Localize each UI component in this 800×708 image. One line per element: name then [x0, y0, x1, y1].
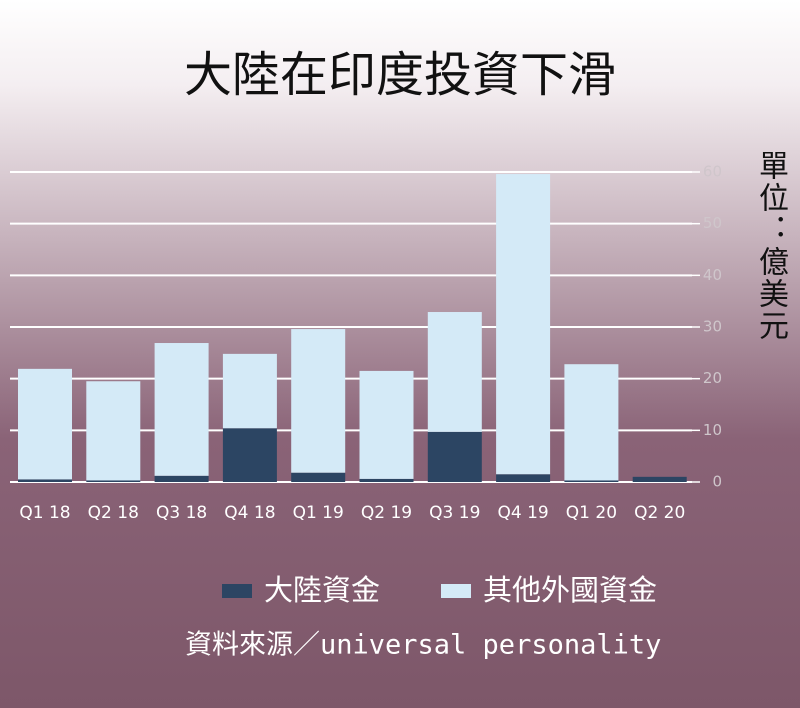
- bar-segment: [359, 370, 414, 479]
- bar-segment: [496, 174, 551, 475]
- bar-segment: [18, 479, 72, 482]
- bar-segment: [632, 476, 687, 482]
- y-tick-label: 50: [703, 214, 722, 232]
- bar-segment: [86, 480, 141, 482]
- bar-segment: [18, 368, 72, 480]
- x-tick-label: Q3 19: [429, 503, 480, 523]
- source: 資料來源／universal personality: [185, 630, 661, 661]
- y-tick-label: 10: [703, 421, 722, 439]
- x-tick-label: Q4 18: [224, 503, 275, 523]
- bar-segment: [291, 329, 346, 473]
- x-tick-label: Q4 19: [497, 503, 548, 523]
- bar-segment: [427, 312, 482, 432]
- legend-label: 其他外國資金: [483, 573, 657, 607]
- legend-label: 大陸資金: [264, 573, 380, 607]
- y-tick-label: 30: [703, 318, 722, 336]
- x-tick-label: Q2 20: [634, 503, 685, 523]
- bar-segment: [564, 364, 619, 481]
- x-tick-label: Q1 20: [566, 503, 617, 523]
- bar-segment: [427, 431, 482, 482]
- bar-segment: [222, 353, 277, 429]
- x-tick-label: Q1 19: [293, 503, 344, 523]
- bar-segment: [154, 343, 209, 476]
- legend-swatch: [441, 584, 471, 598]
- unit-label: 單位：億美元: [753, 150, 788, 342]
- bar-segment: [291, 472, 346, 482]
- y-tick-label: 40: [703, 266, 722, 284]
- bar-segment: [564, 480, 619, 482]
- x-tick-label: Q2 18: [88, 503, 139, 523]
- y-tick-label: 20: [703, 369, 722, 387]
- chart-title: 大陸在印度投資下滑: [184, 47, 616, 103]
- bar-segment: [359, 478, 414, 482]
- bar-segment: [496, 474, 551, 482]
- x-tick-label: Q3 18: [156, 503, 207, 523]
- bar-segment: [86, 381, 141, 481]
- x-tick-label: Q1 18: [19, 503, 70, 523]
- y-tick-label: 0: [712, 473, 722, 491]
- legend-swatch: [222, 584, 252, 598]
- y-tick-label: 60: [703, 163, 722, 181]
- bar-segment: [222, 428, 277, 482]
- bar-segment: [154, 475, 209, 482]
- x-tick-label: Q2 19: [361, 503, 412, 523]
